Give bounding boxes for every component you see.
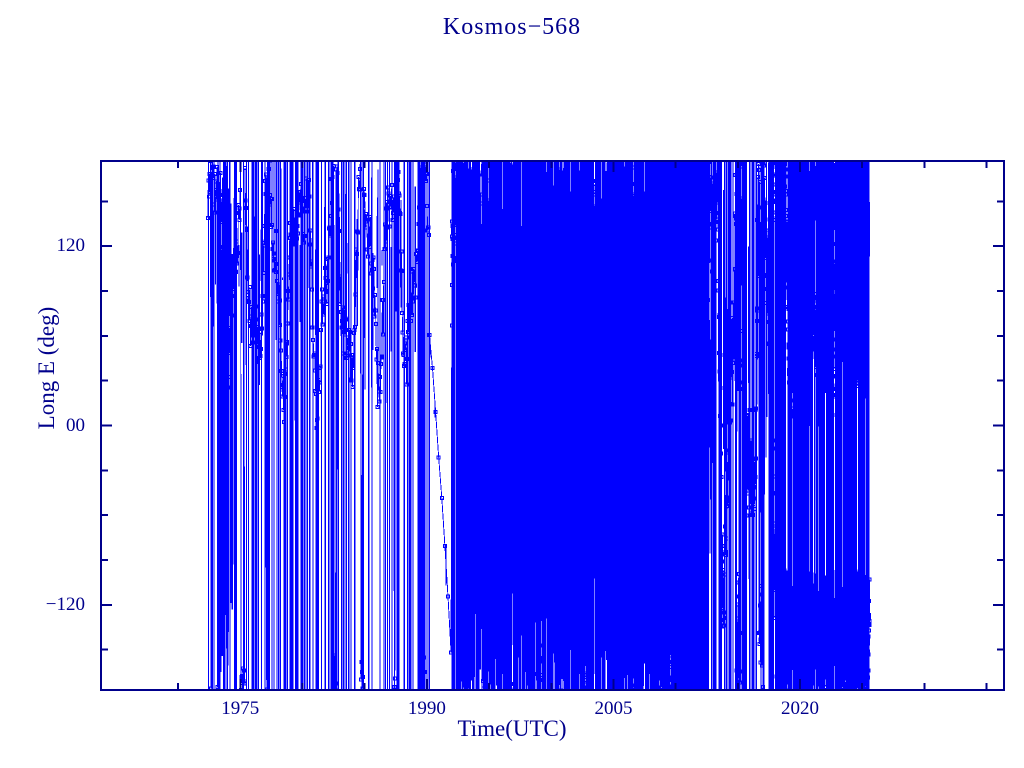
x-tick-label: 1990 <box>407 698 446 719</box>
dense-region <box>217 166 236 690</box>
data-series <box>206 161 872 690</box>
y-tick-label: 120 <box>56 235 86 257</box>
x-axis-label: Time(UTC) <box>457 716 567 741</box>
x-tick-label: 1975 <box>221 698 260 719</box>
chart-title: Kosmos−568 <box>442 14 582 40</box>
dense-region <box>782 567 869 690</box>
dense-region <box>608 161 705 690</box>
y-tick-label: 00 <box>66 414 85 436</box>
axis-frame <box>100 160 1005 691</box>
x-tick-label: 2020 <box>781 698 820 719</box>
dense-region <box>458 161 609 690</box>
y-tick-label: −120 <box>45 593 85 615</box>
x-tick-label: 2005 <box>594 698 633 719</box>
dense-region <box>793 161 867 232</box>
